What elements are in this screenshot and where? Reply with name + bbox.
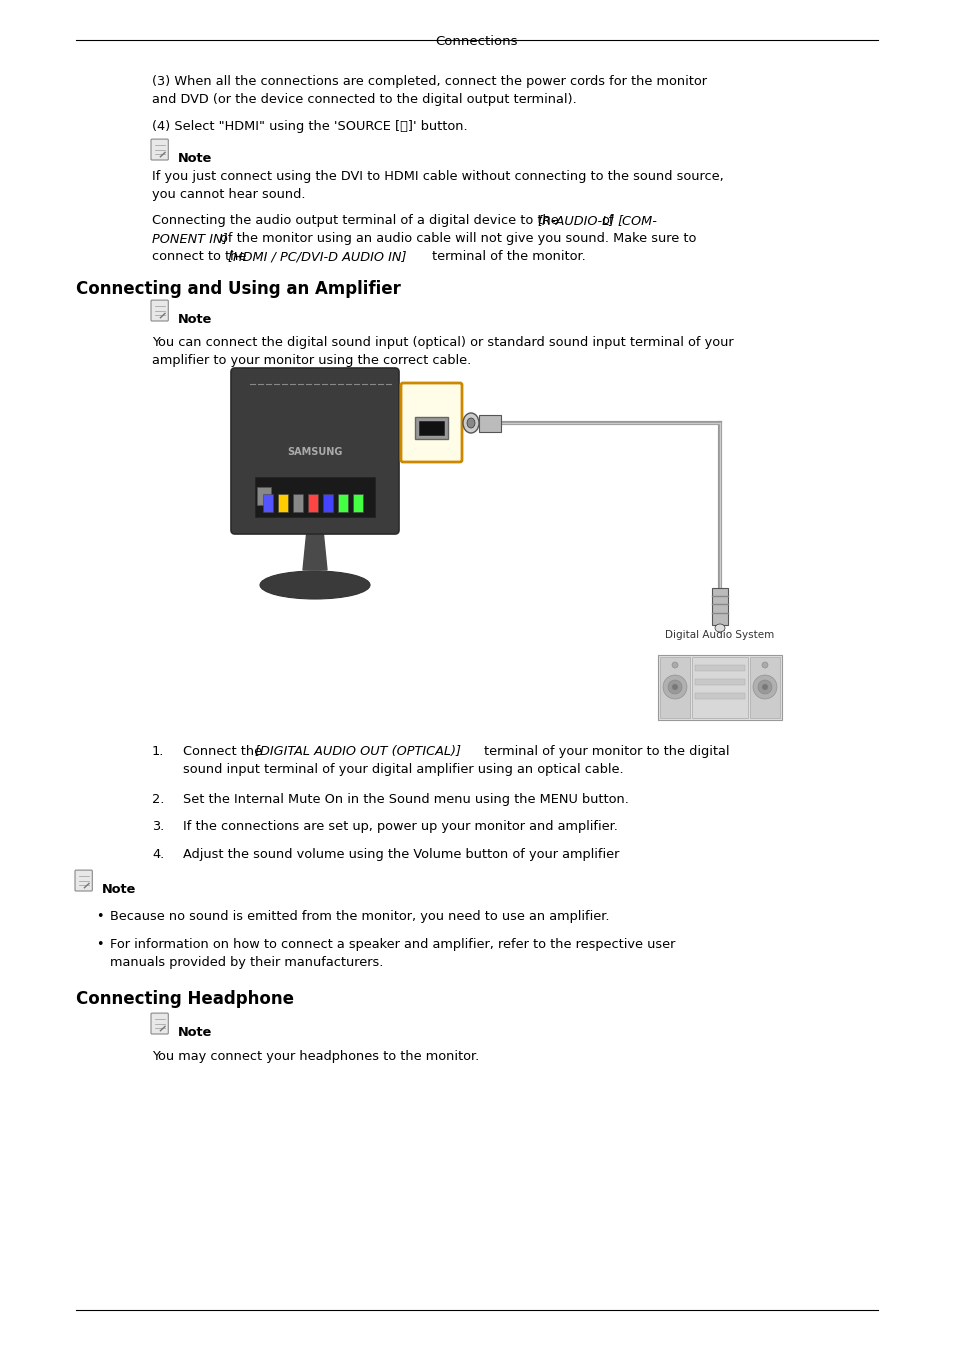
Bar [293,494,303,512]
Polygon shape [303,531,327,570]
FancyBboxPatch shape [151,139,168,161]
Text: PONENT IN]: PONENT IN] [152,232,228,244]
Ellipse shape [761,662,767,668]
Ellipse shape [671,684,678,690]
Bar [353,494,363,512]
FancyBboxPatch shape [75,871,92,891]
Text: 1.: 1. [152,745,164,757]
Text: •: • [96,910,103,923]
Text: For information on how to connect a speaker and amplifier, refer to the respecti: For information on how to connect a spea… [110,938,675,950]
Bar [415,417,448,439]
Text: 4.: 4. [152,848,164,861]
Text: Note: Note [178,313,213,325]
Text: Note: Note [178,1026,213,1040]
Ellipse shape [462,413,478,433]
Bar [418,421,443,435]
Text: Connecting Headphone: Connecting Headphone [76,990,294,1008]
Text: AUDIO OUT: AUDIO OUT [413,402,449,406]
Text: Note: Note [102,883,136,896]
Text: Connect the: Connect the [183,745,266,757]
Text: Connecting and Using an Amplifier: Connecting and Using an Amplifier [76,279,400,298]
Bar [711,589,727,625]
Bar [659,657,689,718]
Ellipse shape [260,571,370,599]
FancyBboxPatch shape [151,1012,168,1034]
Text: (4) Select "HDMI" using the 'SOURCE [Ⓢ]' button.: (4) Select "HDMI" using the 'SOURCE [Ⓢ]'… [152,120,467,134]
Ellipse shape [758,680,771,694]
Bar [256,487,271,505]
Bar [277,494,288,512]
Text: If the connections are set up, power up your monitor and amplifier.: If the connections are set up, power up … [183,819,618,833]
Text: terminal of the monitor.: terminal of the monitor. [432,250,585,263]
FancyBboxPatch shape [231,369,398,535]
Text: of: of [600,215,613,227]
Text: Connecting the audio output terminal of a digital device to the: Connecting the audio output terminal of … [152,215,562,227]
Bar [695,666,744,671]
Text: Connections: Connections [436,35,517,49]
Text: sound input terminal of your digital amplifier using an optical cable.: sound input terminal of your digital amp… [183,763,623,776]
Text: SAMSUNG: SAMSUNG [287,447,342,458]
Bar [695,679,744,684]
Bar [323,494,333,512]
Text: Because no sound is emitted from the monitor, you need to use an amplifier.: Because no sound is emitted from the mon… [110,910,609,923]
Text: [COM-: [COM- [617,215,657,227]
Text: 3.: 3. [152,819,164,833]
Text: You may connect your headphones to the monitor.: You may connect your headphones to the m… [152,1050,478,1062]
Bar [254,477,375,517]
Text: If you just connect using the DVI to HDMI cable without connecting to the sound : If you just connect using the DVI to HDM… [152,170,723,184]
FancyBboxPatch shape [151,300,168,321]
Text: Set the Internal Mute On in the Sound menu using the MENU button.: Set the Internal Mute On in the Sound me… [183,792,628,806]
Ellipse shape [662,675,686,699]
Bar [263,494,273,512]
Text: OPTICAL: OPTICAL [417,410,444,416]
Text: you cannot hear sound.: you cannot hear sound. [152,188,305,201]
Text: connect to the: connect to the [152,250,251,263]
Text: and DVD (or the device connected to the digital output terminal).: and DVD (or the device connected to the … [152,93,577,107]
Bar [658,655,781,720]
Text: Adjust the sound volume using the Volume button of your amplifier: Adjust the sound volume using the Volume… [183,848,618,861]
Bar [308,494,317,512]
Bar [478,414,500,432]
FancyBboxPatch shape [400,383,461,462]
Ellipse shape [752,675,776,699]
Ellipse shape [671,662,678,668]
Bar [691,657,747,718]
Text: Note: Note [178,153,213,165]
Text: You can connect the digital sound input (optical) or standard sound input termin: You can connect the digital sound input … [152,336,733,350]
Text: 2.: 2. [152,792,164,806]
Text: terminal of your monitor to the digital: terminal of your monitor to the digital [483,745,729,757]
Text: [DIGITAL AUDIO OUT (OPTICAL)]: [DIGITAL AUDIO OUT (OPTICAL)] [254,745,460,757]
Text: DIGITAL: DIGITAL [418,393,443,398]
Text: of the monitor using an audio cable will not give you sound. Make sure to: of the monitor using an audio cable will… [220,232,696,244]
Ellipse shape [761,684,767,690]
Text: amplifier to your monitor using the correct cable.: amplifier to your monitor using the corr… [152,354,471,367]
Ellipse shape [667,680,681,694]
Text: [R-AUDIO-L]: [R-AUDIO-L] [537,215,614,227]
Text: manuals provided by their manufacturers.: manuals provided by their manufacturers. [110,956,383,969]
Ellipse shape [467,418,475,428]
Ellipse shape [714,624,724,632]
Bar [337,494,348,512]
Text: (3) When all the connections are completed, connect the power cords for the moni: (3) When all the connections are complet… [152,76,706,88]
Bar [695,693,744,699]
Text: Digital Audio System: Digital Audio System [664,630,774,640]
Text: •: • [96,938,103,950]
Text: [HDMI / PC/DVI-D AUDIO IN]: [HDMI / PC/DVI-D AUDIO IN] [228,250,406,263]
Bar [749,657,780,718]
